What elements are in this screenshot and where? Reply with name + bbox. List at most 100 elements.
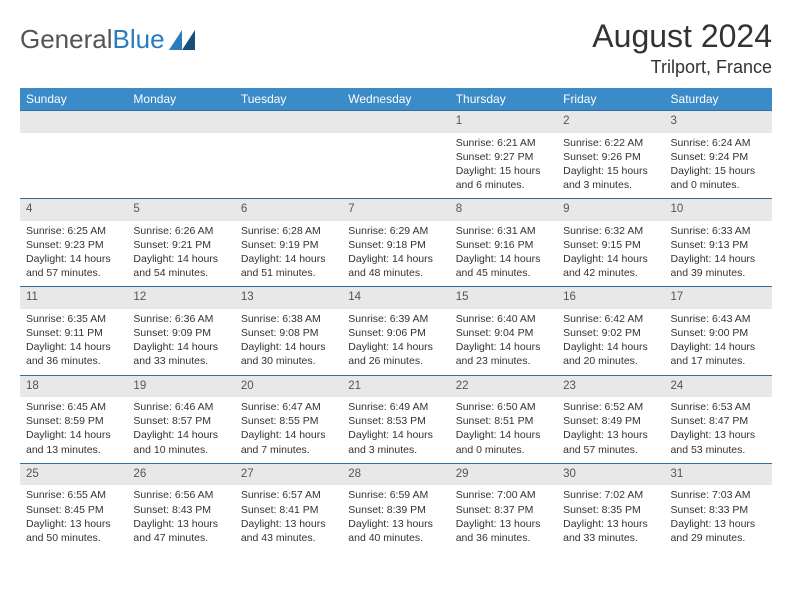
daylight-line: Daylight: 13 hours and 40 minutes. (348, 517, 443, 545)
day-body: Sunrise: 6:42 AMSunset: 9:02 PMDaylight:… (557, 309, 664, 375)
day-number: 27 (235, 464, 342, 486)
sunrise-line: Sunrise: 6:45 AM (26, 400, 121, 414)
day-number: 1 (450, 111, 557, 133)
calendar-day: 15Sunrise: 6:40 AMSunset: 9:04 PMDayligh… (450, 287, 557, 375)
calendar-day: 26Sunrise: 6:56 AMSunset: 8:43 PMDayligh… (127, 463, 234, 551)
calendar-week: 1Sunrise: 6:21 AMSunset: 9:27 PMDaylight… (20, 111, 772, 199)
sunset-line: Sunset: 9:16 PM (456, 238, 551, 252)
calendar-day (235, 111, 342, 199)
sunset-line: Sunset: 8:59 PM (26, 414, 121, 428)
day-number: 16 (557, 287, 664, 309)
calendar-day: 17Sunrise: 6:43 AMSunset: 9:00 PMDayligh… (665, 287, 772, 375)
daylight-line: Daylight: 13 hours and 29 minutes. (671, 517, 766, 545)
day-body: Sunrise: 6:29 AMSunset: 9:18 PMDaylight:… (342, 221, 449, 287)
calendar-day: 29Sunrise: 7:00 AMSunset: 8:37 PMDayligh… (450, 463, 557, 551)
title-block: August 2024 Trilport, France (592, 18, 772, 78)
sunrise-line: Sunrise: 6:21 AM (456, 136, 551, 150)
sunrise-line: Sunrise: 6:31 AM (456, 224, 551, 238)
sunrise-line: Sunrise: 6:43 AM (671, 312, 766, 326)
calendar-day: 4Sunrise: 6:25 AMSunset: 9:23 PMDaylight… (20, 199, 127, 287)
sunrise-line: Sunrise: 6:47 AM (241, 400, 336, 414)
day-body: Sunrise: 6:49 AMSunset: 8:53 PMDaylight:… (342, 397, 449, 463)
sunrise-line: Sunrise: 6:59 AM (348, 488, 443, 502)
daylight-line: Daylight: 15 hours and 6 minutes. (456, 164, 551, 192)
day-number: 6 (235, 199, 342, 221)
sunrise-line: Sunrise: 6:40 AM (456, 312, 551, 326)
day-number: 21 (342, 376, 449, 398)
calendar-day: 16Sunrise: 6:42 AMSunset: 9:02 PMDayligh… (557, 287, 664, 375)
sunrise-line: Sunrise: 6:33 AM (671, 224, 766, 238)
daylight-line: Daylight: 14 hours and 51 minutes. (241, 252, 336, 280)
sunset-line: Sunset: 8:47 PM (671, 414, 766, 428)
daylight-line: Daylight: 14 hours and 48 minutes. (348, 252, 443, 280)
sunset-line: Sunset: 8:39 PM (348, 503, 443, 517)
daylight-line: Daylight: 13 hours and 50 minutes. (26, 517, 121, 545)
sunrise-line: Sunrise: 6:53 AM (671, 400, 766, 414)
daylight-line: Daylight: 14 hours and 3 minutes. (348, 428, 443, 456)
daylight-line: Daylight: 14 hours and 39 minutes. (671, 252, 766, 280)
sunset-line: Sunset: 8:57 PM (133, 414, 228, 428)
calendar-day: 27Sunrise: 6:57 AMSunset: 8:41 PMDayligh… (235, 463, 342, 551)
daylight-line: Daylight: 14 hours and 26 minutes. (348, 340, 443, 368)
sunset-line: Sunset: 8:45 PM (26, 503, 121, 517)
calendar-day: 22Sunrise: 6:50 AMSunset: 8:51 PMDayligh… (450, 375, 557, 463)
daylight-line: Daylight: 14 hours and 30 minutes. (241, 340, 336, 368)
calendar-day: 7Sunrise: 6:29 AMSunset: 9:18 PMDaylight… (342, 199, 449, 287)
day-number: 30 (557, 464, 664, 486)
sunset-line: Sunset: 9:21 PM (133, 238, 228, 252)
calendar-day: 1Sunrise: 6:21 AMSunset: 9:27 PMDaylight… (450, 111, 557, 199)
sunrise-line: Sunrise: 6:49 AM (348, 400, 443, 414)
day-body: Sunrise: 6:39 AMSunset: 9:06 PMDaylight:… (342, 309, 449, 375)
daylight-line: Daylight: 13 hours and 36 minutes. (456, 517, 551, 545)
sunset-line: Sunset: 8:35 PM (563, 503, 658, 517)
calendar-body: 1Sunrise: 6:21 AMSunset: 9:27 PMDaylight… (20, 111, 772, 552)
daylight-line: Daylight: 14 hours and 13 minutes. (26, 428, 121, 456)
day-number: 15 (450, 287, 557, 309)
day-body: Sunrise: 6:28 AMSunset: 9:19 PMDaylight:… (235, 221, 342, 287)
sunrise-line: Sunrise: 7:03 AM (671, 488, 766, 502)
day-body (127, 133, 234, 156)
day-body: Sunrise: 6:43 AMSunset: 9:00 PMDaylight:… (665, 309, 772, 375)
day-number: 23 (557, 376, 664, 398)
sunset-line: Sunset: 8:53 PM (348, 414, 443, 428)
day-number: 25 (20, 464, 127, 486)
calendar-day (342, 111, 449, 199)
day-number: 2 (557, 111, 664, 133)
calendar-week: 25Sunrise: 6:55 AMSunset: 8:45 PMDayligh… (20, 463, 772, 551)
calendar-day: 11Sunrise: 6:35 AMSunset: 9:11 PMDayligh… (20, 287, 127, 375)
day-number: 13 (235, 287, 342, 309)
day-number (342, 111, 449, 133)
day-body: Sunrise: 6:25 AMSunset: 9:23 PMDaylight:… (20, 221, 127, 287)
day-number: 5 (127, 199, 234, 221)
calendar-day: 3Sunrise: 6:24 AMSunset: 9:24 PMDaylight… (665, 111, 772, 199)
day-number: 8 (450, 199, 557, 221)
calendar-day: 5Sunrise: 6:26 AMSunset: 9:21 PMDaylight… (127, 199, 234, 287)
day-body: Sunrise: 6:33 AMSunset: 9:13 PMDaylight:… (665, 221, 772, 287)
calendar-week: 11Sunrise: 6:35 AMSunset: 9:11 PMDayligh… (20, 287, 772, 375)
day-body: Sunrise: 6:24 AMSunset: 9:24 PMDaylight:… (665, 133, 772, 199)
calendar-day: 23Sunrise: 6:52 AMSunset: 8:49 PMDayligh… (557, 375, 664, 463)
sunset-line: Sunset: 9:04 PM (456, 326, 551, 340)
sunrise-line: Sunrise: 6:50 AM (456, 400, 551, 414)
day-body: Sunrise: 6:21 AMSunset: 9:27 PMDaylight:… (450, 133, 557, 199)
day-body: Sunrise: 7:03 AMSunset: 8:33 PMDaylight:… (665, 485, 772, 551)
calendar: SundayMondayTuesdayWednesdayThursdayFrid… (20, 88, 772, 551)
daylight-line: Daylight: 14 hours and 7 minutes. (241, 428, 336, 456)
sunset-line: Sunset: 8:49 PM (563, 414, 658, 428)
calendar-day: 2Sunrise: 6:22 AMSunset: 9:26 PMDaylight… (557, 111, 664, 199)
sunrise-line: Sunrise: 7:00 AM (456, 488, 551, 502)
day-body: Sunrise: 6:40 AMSunset: 9:04 PMDaylight:… (450, 309, 557, 375)
sunset-line: Sunset: 8:41 PM (241, 503, 336, 517)
weekday-header: Saturday (665, 88, 772, 111)
daylight-line: Daylight: 13 hours and 33 minutes. (563, 517, 658, 545)
day-number: 17 (665, 287, 772, 309)
sunset-line: Sunset: 9:18 PM (348, 238, 443, 252)
calendar-day: 31Sunrise: 7:03 AMSunset: 8:33 PMDayligh… (665, 463, 772, 551)
day-number: 18 (20, 376, 127, 398)
day-number: 31 (665, 464, 772, 486)
calendar-day (20, 111, 127, 199)
day-body: Sunrise: 6:45 AMSunset: 8:59 PMDaylight:… (20, 397, 127, 463)
calendar-day: 9Sunrise: 6:32 AMSunset: 9:15 PMDaylight… (557, 199, 664, 287)
sunset-line: Sunset: 9:02 PM (563, 326, 658, 340)
calendar-day: 21Sunrise: 6:49 AMSunset: 8:53 PMDayligh… (342, 375, 449, 463)
